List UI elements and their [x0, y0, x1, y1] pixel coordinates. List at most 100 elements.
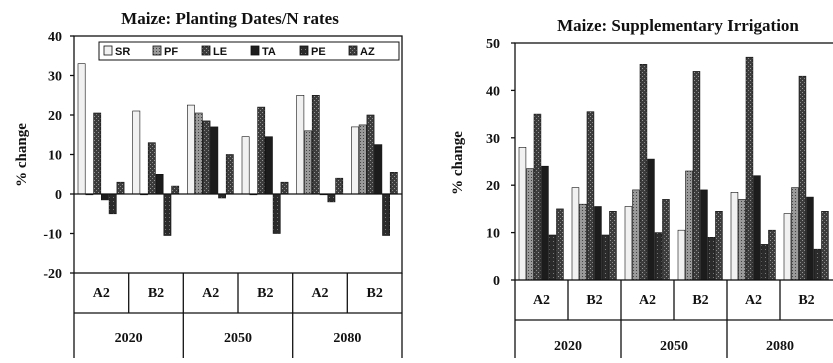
category-labels: A2 B2 A2 B2 A2 B2 — [93, 286, 383, 301]
bar — [579, 203, 587, 281]
category-label: B2 — [367, 286, 383, 301]
bar — [768, 229, 776, 281]
bar — [163, 193, 172, 236]
chart-planting-dates: Maize: Planting Dates/N rates 40 30 20 10 0 -… — [14, 9, 403, 358]
bar — [77, 63, 86, 195]
bar — [745, 56, 754, 281]
bar — [654, 232, 663, 281]
bar — [187, 104, 195, 195]
y-tick-label: 10 — [486, 227, 500, 242]
bar — [685, 170, 693, 281]
category-label: A2 — [202, 286, 219, 301]
y-tick-label: 30 — [486, 132, 500, 147]
group-label: 2080 — [766, 339, 794, 354]
bar — [662, 199, 670, 281]
group-label: 2050 — [660, 339, 688, 354]
bar — [280, 181, 289, 195]
bar — [335, 177, 344, 195]
bar — [194, 112, 203, 195]
bar — [798, 75, 807, 281]
group-labels: 2020 2050 2080 — [115, 331, 362, 346]
bar — [108, 193, 117, 215]
bar — [730, 192, 739, 281]
bar — [677, 229, 686, 281]
bar — [639, 64, 648, 281]
bar — [101, 193, 109, 201]
bar — [116, 181, 125, 195]
legend-label: TA — [262, 46, 276, 58]
bar — [594, 206, 602, 281]
bar — [311, 95, 320, 195]
category-label: A2 — [639, 293, 656, 308]
category-labels: A2 B2 A2 B2 A2 B2 — [533, 293, 815, 308]
bar — [358, 124, 367, 195]
category-label: B2 — [798, 293, 814, 308]
y-tick-label: -20 — [43, 267, 62, 282]
bar — [609, 211, 617, 281]
bar — [264, 136, 273, 195]
bar — [272, 193, 281, 234]
y-axis-ticks: 50 40 30 20 10 0 — [486, 37, 515, 289]
bar — [601, 234, 610, 281]
bar — [257, 106, 266, 195]
legend-label: LE — [213, 46, 227, 58]
bar — [351, 126, 359, 195]
y-tick-label: 20 — [486, 179, 500, 194]
legend-swatch — [250, 45, 260, 56]
bar — [783, 213, 792, 281]
bar — [632, 189, 640, 281]
bar — [700, 189, 708, 281]
bar — [389, 172, 398, 195]
bar — [692, 71, 701, 281]
category-label: B2 — [148, 286, 164, 301]
bar — [296, 95, 305, 195]
bar — [738, 199, 746, 281]
group-label: 2050 — [224, 331, 252, 346]
y-axis-label: % change — [14, 123, 30, 187]
y-tick-label: 40 — [48, 30, 62, 45]
group-label: 2020 — [115, 331, 143, 346]
y-tick-label: -10 — [43, 228, 62, 243]
bar — [715, 211, 723, 281]
category-label: B2 — [692, 293, 708, 308]
plot-frame — [514, 42, 833, 281]
legend-swatch — [152, 45, 162, 56]
bar — [327, 193, 336, 203]
legend: SR PF LE TA PE AZ — [98, 41, 400, 61]
bar — [548, 234, 557, 281]
category-label: A2 — [745, 293, 762, 308]
bar — [791, 187, 799, 281]
bar — [93, 112, 102, 195]
category-label: A2 — [311, 286, 328, 301]
group-labels: 2020 2050 2080 — [554, 339, 794, 354]
category-grid — [514, 280, 833, 358]
group-label: 2020 — [554, 339, 582, 354]
bar — [171, 185, 180, 195]
category-label: A2 — [93, 286, 110, 301]
y-tick-label: 20 — [48, 109, 62, 124]
bars — [518, 56, 829, 281]
bar — [210, 126, 219, 195]
y-tick-label: 40 — [486, 84, 500, 99]
bar — [225, 154, 234, 195]
y-tick-label: 0 — [55, 188, 62, 203]
legend-label: SR — [115, 46, 130, 58]
bar — [518, 147, 527, 281]
y-tick-label: 0 — [493, 274, 500, 289]
bar — [374, 144, 383, 195]
category-label: A2 — [533, 293, 550, 308]
legend-swatch — [348, 45, 358, 56]
bar — [707, 237, 716, 281]
bar — [526, 168, 534, 281]
chart-title: Maize: Planting Dates/N rates — [121, 9, 339, 28]
bar — [382, 193, 390, 236]
chart-title: Maize: Supplementary Irrigation — [557, 16, 799, 35]
y-tick-label: 10 — [48, 149, 62, 164]
y-tick-label: 30 — [48, 70, 62, 85]
bar — [147, 142, 156, 195]
bar — [813, 248, 822, 281]
y-tick-label: 50 — [486, 37, 500, 52]
bar — [132, 110, 141, 195]
category-label: B2 — [257, 286, 273, 301]
